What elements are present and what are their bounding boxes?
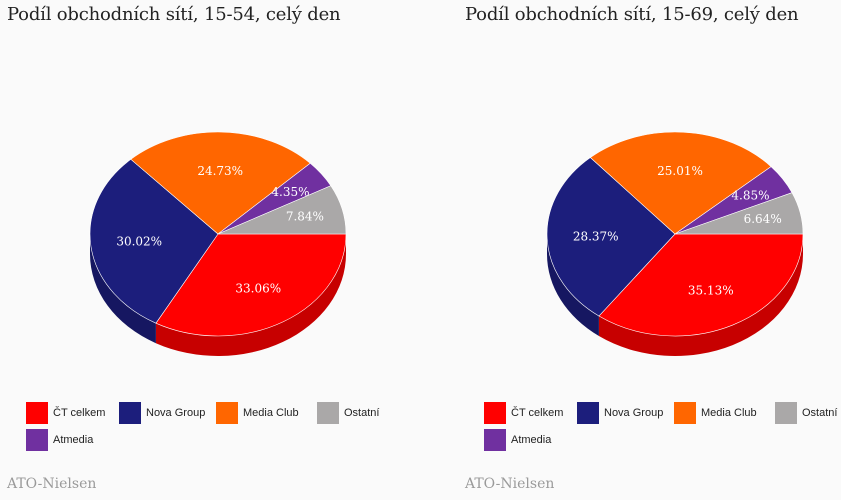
legend-item-ostatni: Ostatní xyxy=(317,402,379,424)
legend-label: Media Club xyxy=(701,407,757,419)
legend-label: Ostatní xyxy=(344,407,380,419)
pie-slice-ostatni xyxy=(217,185,347,235)
legend-label: Atmedia xyxy=(511,434,552,446)
pie-sides xyxy=(90,234,346,356)
pie-slice-nova xyxy=(546,157,676,317)
pie-slice-media xyxy=(130,131,311,235)
legend-label: Nova Group xyxy=(604,407,664,419)
data-label-nova: 30.02% xyxy=(116,235,162,249)
data-label-media: 25.01% xyxy=(657,164,703,178)
data-label-nova: 28.37% xyxy=(573,230,619,244)
pie-chart: 35.13% 28.37% 25.01% 4.85% 6.64% xyxy=(546,131,804,356)
legend-swatch xyxy=(775,402,797,424)
source-label: ATO-Nielsen xyxy=(465,476,555,492)
chart-title: Podíl obchodních sítí, 15-69, celý den xyxy=(465,4,799,25)
data-label-ct: 35.13% xyxy=(688,283,734,297)
pie-side-nova xyxy=(90,234,156,344)
legend-swatch xyxy=(26,429,48,451)
pie-sides xyxy=(547,234,803,356)
pie-tops xyxy=(89,131,347,337)
legend-swatch xyxy=(674,402,696,424)
pie-side-ct xyxy=(155,234,346,356)
legend-label: Atmedia xyxy=(53,434,94,446)
legend-item-ct: ČT celkem xyxy=(26,402,105,424)
pie-chart: 33.06% 30.02% 24.73% 4.35% 7.84% xyxy=(89,131,347,356)
legend-item-nova: Nova Group xyxy=(577,402,663,424)
legend-swatch xyxy=(484,429,506,451)
source-label: ATO-Nielsen xyxy=(7,476,97,492)
legend-label: Media Club xyxy=(243,407,299,419)
pie-slice-ct xyxy=(598,233,804,337)
legend-label: ČT celkem xyxy=(511,407,564,419)
pie-slice-media xyxy=(589,131,772,235)
legend-item-atmedia: Atmedia xyxy=(484,429,551,451)
legend-item-media: Media Club xyxy=(674,402,757,424)
legend-label: Ostatní xyxy=(802,407,838,419)
data-label-ostatni: 7.84% xyxy=(286,210,324,224)
legend-swatch xyxy=(484,402,506,424)
chart-panel-15-69: Podíl obchodních sítí, 15-69, celý den 3… xyxy=(463,0,841,500)
legend-swatch xyxy=(317,402,339,424)
pie-side-nova xyxy=(547,234,599,337)
pie-side-ct xyxy=(598,234,803,356)
legend-swatch xyxy=(119,402,141,424)
legend-item-nova: Nova Group xyxy=(119,402,205,424)
legend-swatch xyxy=(216,402,238,424)
pie-labels: 35.13% 28.37% 25.01% 4.85% 6.64% xyxy=(573,164,782,298)
legend-item-ct: ČT celkem xyxy=(484,402,563,424)
chart-panel-15-54: Podíl obchodních sítí, 15-54, celý den 3… xyxy=(0,0,420,500)
legend-item-atmedia: Atmedia xyxy=(26,429,93,451)
pie-tops xyxy=(546,131,804,337)
legend-swatch xyxy=(577,402,599,424)
legend-item-ostatni: Ostatní xyxy=(775,402,837,424)
data-label-atmedia: 4.35% xyxy=(271,185,309,199)
pie-slice-ostatni xyxy=(674,192,804,235)
data-label-ostatni: 6.64% xyxy=(744,212,782,226)
pie-slice-ct xyxy=(155,233,347,337)
pie-labels: 33.06% 30.02% 24.73% 4.35% 7.84% xyxy=(116,164,324,296)
legend-label: Nova Group xyxy=(146,407,206,419)
data-label-media: 24.73% xyxy=(197,164,243,178)
legend-label: ČT celkem xyxy=(53,407,106,419)
data-label-ct: 33.06% xyxy=(235,281,281,295)
legend-swatch xyxy=(26,402,48,424)
chart-title: Podíl obchodních sítí, 15-54, celý den xyxy=(7,4,341,25)
pie-slice-nova xyxy=(89,158,219,324)
legend-item-media: Media Club xyxy=(216,402,299,424)
data-label-atmedia: 4.85% xyxy=(731,188,769,202)
